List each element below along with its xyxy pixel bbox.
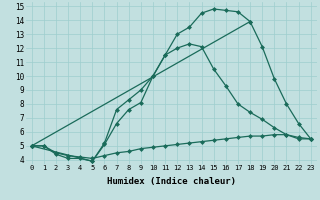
X-axis label: Humidex (Indice chaleur): Humidex (Indice chaleur)	[107, 177, 236, 186]
